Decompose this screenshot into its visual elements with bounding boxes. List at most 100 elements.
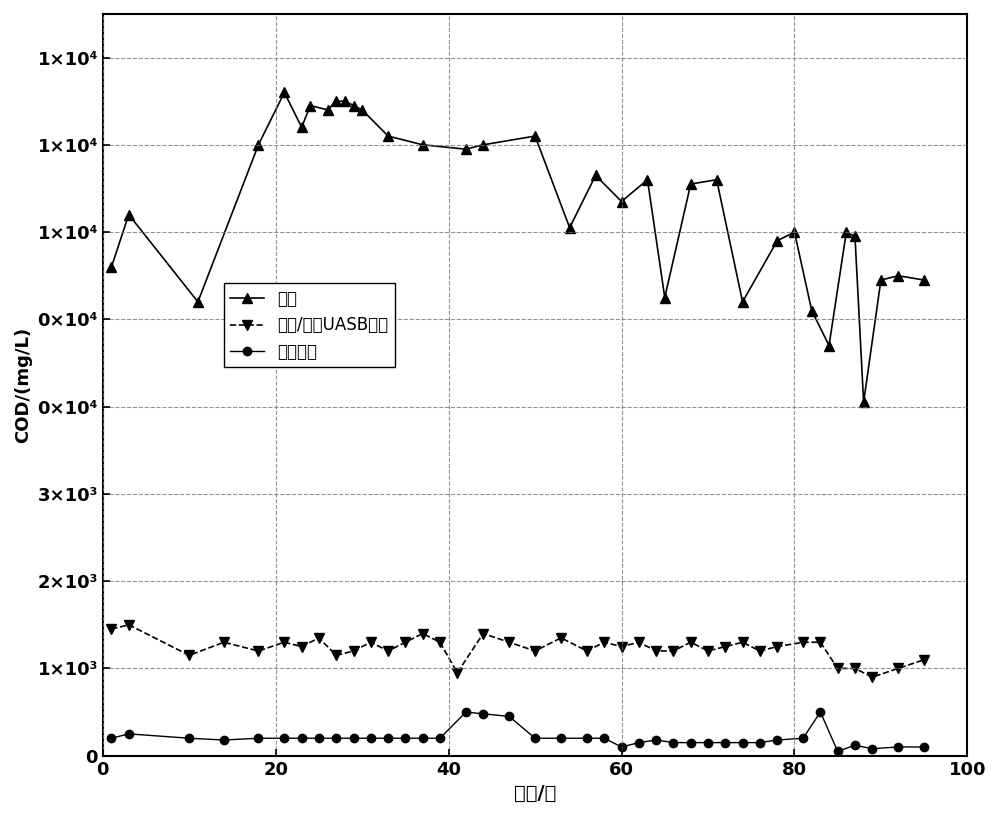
缺氧/厌氧UASB出水 [581, 646, 593, 656]
缺氧/厌氧UASB出水 [832, 663, 844, 673]
缺氧/厌氧UASB出水 [382, 646, 394, 656]
原液 [823, 341, 835, 350]
系统出水 [330, 734, 342, 743]
原液 [616, 197, 628, 207]
系统出水 [278, 734, 290, 743]
系统出水 [633, 738, 645, 748]
Line: 缺氧/厌氧UASB出水: 缺氧/厌氧UASB出水 [107, 620, 929, 682]
缺氧/厌氧UASB出水 [296, 641, 308, 651]
缺氧/厌氧UASB出水 [702, 646, 714, 656]
缺氧/厌氧UASB出水 [105, 624, 117, 634]
原液 [788, 227, 800, 237]
缺氧/厌氧UASB出水 [278, 637, 290, 647]
系统出水 [417, 734, 429, 743]
原液 [858, 397, 870, 407]
系统出水 [832, 747, 844, 757]
原液 [564, 223, 576, 233]
缺氧/厌氧UASB出水 [434, 637, 446, 647]
缺氧/厌氧UASB出水 [451, 667, 463, 677]
缺氧/厌氧UASB出水 [330, 650, 342, 660]
原液 [105, 262, 117, 272]
原液 [659, 292, 671, 302]
系统出水 [667, 738, 679, 748]
缺氧/厌氧UASB出水 [866, 672, 878, 682]
原液 [382, 132, 394, 141]
原液 [875, 275, 887, 285]
原液 [356, 105, 368, 115]
缺氧/厌氧UASB出水 [719, 641, 731, 651]
系统出水 [477, 709, 489, 719]
缺氧/厌氧UASB出水 [685, 637, 697, 647]
系统出水 [719, 738, 731, 748]
缺氧/厌氧UASB出水 [529, 646, 541, 656]
原液 [348, 100, 360, 110]
系统出水 [348, 734, 360, 743]
原液 [529, 132, 541, 141]
系统出水 [814, 708, 826, 717]
原液 [252, 140, 264, 150]
缺氧/厌氧UASB出水 [365, 637, 377, 647]
系统出水 [399, 734, 411, 743]
缺氧/厌氧UASB出水 [123, 620, 135, 630]
原液 [641, 175, 653, 185]
系统出水 [503, 712, 515, 721]
系统出水 [123, 729, 135, 739]
系统出水 [529, 734, 541, 743]
系统出水 [918, 742, 930, 752]
系统出水 [737, 738, 749, 748]
原液 [918, 275, 930, 285]
系统出水 [218, 735, 230, 745]
原液 [330, 96, 342, 106]
系统出水 [382, 734, 394, 743]
原液 [278, 87, 290, 97]
系统出水 [183, 734, 195, 743]
原液 [737, 297, 749, 307]
原液 [711, 175, 723, 185]
缺氧/厌氧UASB出水 [313, 633, 325, 643]
Line: 系统出水: 系统出水 [107, 708, 928, 756]
缺氧/厌氧UASB出水 [598, 637, 610, 647]
缺氧/厌氧UASB出水 [814, 637, 826, 647]
缺氧/厌氧UASB出水 [797, 637, 809, 647]
系统出水 [296, 734, 308, 743]
系统出水 [555, 734, 567, 743]
系统出水 [650, 735, 662, 745]
缺氧/厌氧UASB出水 [667, 646, 679, 656]
原液 [304, 100, 316, 110]
原液 [892, 270, 904, 280]
系统出水 [616, 742, 628, 752]
原液 [296, 123, 308, 132]
缺氧/厌氧UASB出水 [417, 628, 429, 638]
Line: 原液: 原液 [107, 87, 929, 407]
系统出水 [252, 734, 264, 743]
系统出水 [892, 742, 904, 752]
缺氧/厌氧UASB出水 [650, 646, 662, 656]
缺氧/厌氧UASB出水 [754, 646, 766, 656]
缺氧/厌氧UASB出水 [183, 650, 195, 660]
原液 [849, 231, 861, 241]
原液 [771, 236, 783, 246]
系统出水 [105, 734, 117, 743]
原液 [123, 210, 135, 220]
缺氧/厌氧UASB出水 [503, 637, 515, 647]
原液 [590, 171, 602, 181]
原液 [322, 105, 334, 115]
系统出水 [365, 734, 377, 743]
原液 [460, 145, 472, 154]
原液 [685, 179, 697, 189]
缺氧/厌氧UASB出水 [477, 628, 489, 638]
系统出水 [581, 734, 593, 743]
系统出水 [866, 743, 878, 753]
系统出水 [771, 735, 783, 745]
Legend: 原液, 缺氧/厌氧UASB出水, 系统出水: 原液, 缺氧/厌氧UASB出水, 系统出水 [224, 283, 395, 368]
X-axis label: 时间/天: 时间/天 [514, 784, 556, 803]
缺氧/厌氧UASB出水 [555, 633, 567, 643]
Y-axis label: COD/(mg/L): COD/(mg/L) [14, 327, 32, 443]
系统出水 [797, 734, 809, 743]
缺氧/厌氧UASB出水 [218, 637, 230, 647]
缺氧/厌氧UASB出水 [348, 646, 360, 656]
缺氧/厌氧UASB出水 [399, 637, 411, 647]
缺氧/厌氧UASB出水 [918, 654, 930, 664]
系统出水 [685, 738, 697, 748]
缺氧/厌氧UASB出水 [892, 663, 904, 673]
